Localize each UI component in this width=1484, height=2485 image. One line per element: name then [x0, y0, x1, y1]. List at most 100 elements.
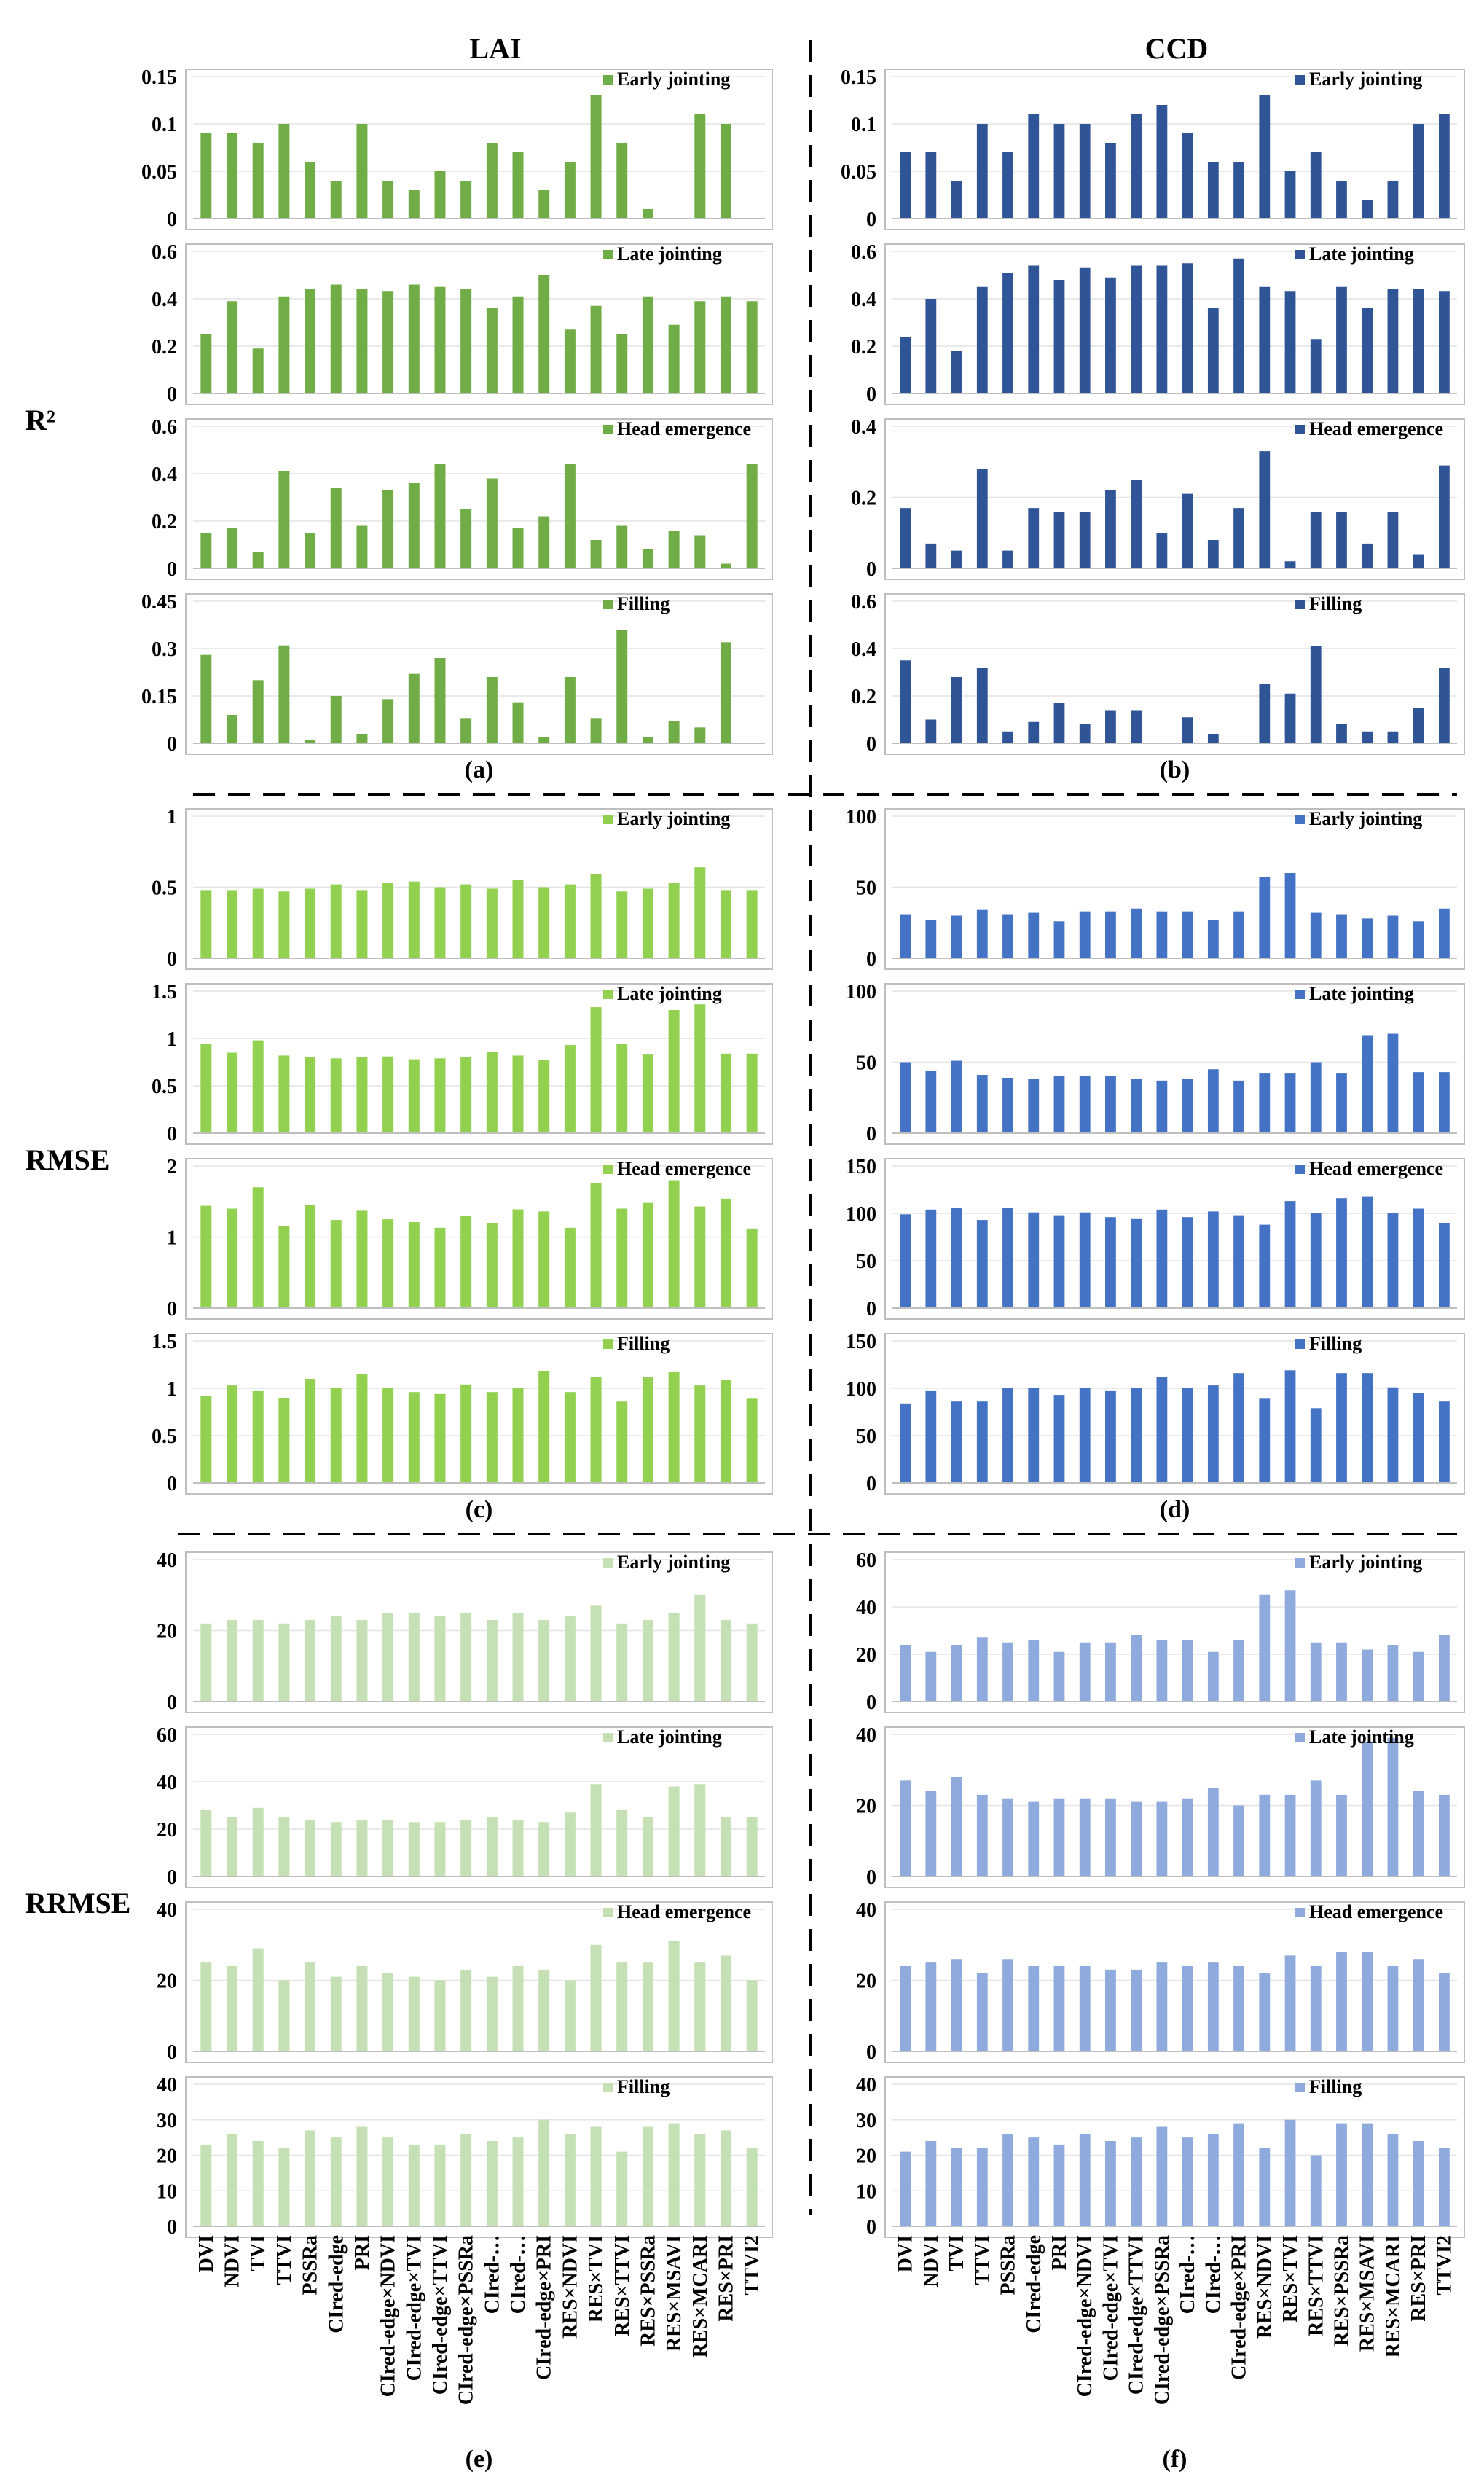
plot-frame — [884, 808, 1465, 970]
x-tick-label: RES×NDVI — [1254, 2235, 1276, 2339]
bar — [1079, 1642, 1091, 1702]
bar — [512, 1820, 524, 1877]
bar — [642, 1962, 653, 2051]
bar — [356, 1057, 368, 1133]
bar — [925, 152, 937, 219]
bar — [460, 1384, 472, 1483]
bar — [951, 677, 962, 743]
bar — [1131, 908, 1142, 958]
x-tick-label: RES×MCARI — [689, 2235, 712, 2357]
bar — [1387, 512, 1399, 568]
bar — [976, 1637, 988, 1702]
bar — [1259, 1973, 1271, 2051]
bar — [694, 1206, 706, 1308]
bar — [1105, 710, 1116, 743]
bar — [200, 890, 212, 958]
bar — [278, 296, 290, 394]
bar — [1105, 143, 1116, 219]
bar — [1156, 2126, 1168, 2226]
bar — [564, 464, 576, 568]
bar — [1156, 1209, 1168, 1308]
legend-label: Filling — [1309, 1333, 1362, 1354]
bar — [1028, 508, 1040, 568]
legend-label: Filling — [1309, 2076, 1362, 2097]
subplot-f-3: 0 20 40 Head emergence — [856, 1899, 1465, 2064]
bar — [1336, 1198, 1347, 1308]
y-tick-label: 1 — [167, 1378, 177, 1401]
bar — [1336, 724, 1347, 743]
bar — [486, 888, 498, 958]
legend-swatch — [1295, 1908, 1305, 1917]
bar — [720, 124, 731, 219]
bar — [746, 464, 758, 568]
bar — [1028, 912, 1040, 958]
bar — [1053, 1215, 1065, 1308]
bar — [1207, 308, 1219, 394]
bar — [1182, 263, 1193, 394]
y-tick-label: 20 — [157, 1819, 177, 1842]
bar — [460, 1969, 472, 2051]
bar — [512, 1055, 524, 1133]
bar — [976, 909, 988, 958]
subplot-d-2: 0 50 100 Late jointing — [846, 981, 1465, 1146]
bar — [720, 1955, 731, 2051]
bar — [1362, 918, 1373, 958]
bar — [486, 1223, 498, 1308]
bar — [330, 1616, 342, 1702]
bar — [1413, 1651, 1424, 1702]
bar — [1131, 710, 1142, 743]
bar — [642, 549, 653, 568]
bar — [1079, 1966, 1091, 2051]
column-title-lai: LAI — [469, 32, 521, 65]
bar — [356, 1820, 368, 1877]
y-tick-label: 40 — [157, 1772, 177, 1794]
legend-label: Head emergence — [1309, 1158, 1443, 1179]
bar — [1079, 1076, 1091, 1133]
panel-label: (d) — [1160, 1496, 1190, 1523]
bar — [1310, 1213, 1322, 1308]
bar — [1131, 480, 1142, 568]
bar — [1105, 1390, 1116, 1483]
bar — [1079, 512, 1091, 568]
bar — [1438, 1072, 1450, 1133]
subplot-f-4: 0 10 20 30 40 Filling — [856, 2074, 1465, 2239]
bar — [227, 1385, 238, 1483]
bar — [694, 1004, 706, 1133]
bar — [200, 1623, 212, 1702]
bar — [668, 1786, 680, 1877]
bar — [1336, 1952, 1347, 2051]
bar — [616, 630, 628, 743]
x-tick-label: CIred-edge×TTVI — [1126, 2235, 1148, 2395]
bar — [976, 1794, 988, 1877]
bar — [668, 721, 680, 743]
bar — [227, 1619, 238, 1702]
bar — [1131, 2137, 1142, 2226]
plot-frame — [884, 1158, 1465, 1320]
legend-swatch — [603, 1558, 613, 1568]
bar — [1105, 1642, 1116, 1702]
y-tick-label: 20 — [856, 1644, 876, 1667]
bar — [1362, 1649, 1373, 1702]
bar — [278, 1980, 290, 2051]
x-tick-label: CIred-edge — [325, 2235, 348, 2333]
bar — [616, 1208, 628, 1308]
y-tick-label: 0 — [167, 733, 177, 756]
subplot-b-3: 0 0.2 0.4 Head emergence — [851, 416, 1465, 581]
bar — [305, 1820, 316, 1877]
bar — [1002, 2134, 1013, 2226]
y-tick-label: 150 — [846, 1331, 876, 1353]
y-tick-label: 0.3 — [152, 638, 177, 661]
bar — [925, 1390, 937, 1483]
bar — [305, 740, 316, 743]
bar — [720, 296, 731, 394]
bar — [1156, 105, 1168, 219]
bar — [200, 1396, 212, 1483]
bar — [1182, 1388, 1193, 1483]
bar — [1002, 152, 1013, 219]
bar — [1438, 1401, 1450, 1483]
bar — [227, 1052, 238, 1133]
plot-frame — [884, 2076, 1465, 2238]
plot-frame — [884, 593, 1465, 755]
bar — [382, 883, 394, 958]
